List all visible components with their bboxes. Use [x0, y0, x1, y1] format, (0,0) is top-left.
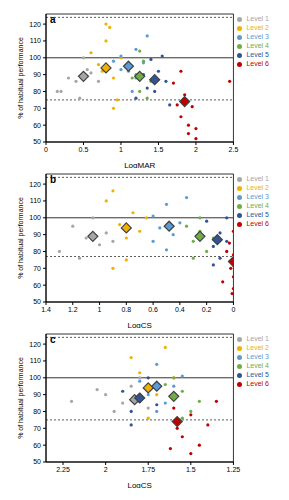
svg-text:% of habitual performance: % of habitual performance	[17, 37, 25, 119]
svg-text:110: 110	[30, 197, 41, 204]
html-text:Level 6: Level 6	[246, 60, 269, 67]
svg-text:0.4: 0.4	[175, 306, 185, 313]
svg-text:50: 50	[33, 458, 41, 465]
svg-text:50: 50	[33, 138, 41, 145]
svg-text:0: 0	[231, 306, 235, 313]
svg-text:60: 60	[33, 442, 41, 449]
html-text:Level 5: Level 5	[246, 51, 269, 58]
html-text:c: c	[50, 334, 56, 345]
svg-text:110: 110	[30, 357, 41, 364]
html-text:Level 1: Level 1	[246, 335, 269, 342]
html-text:Level 4: Level 4	[246, 42, 269, 49]
svg-text:1.75: 1.75	[141, 466, 155, 473]
svg-text:2.25: 2.25	[56, 466, 70, 473]
svg-text:1: 1	[98, 306, 102, 313]
svg-text:70: 70	[33, 105, 41, 112]
svg-text:90: 90	[33, 231, 41, 238]
svg-text:70: 70	[33, 265, 41, 272]
svg-text:100: 100	[29, 54, 41, 61]
svg-text:60: 60	[33, 282, 41, 289]
svg-text:0.6: 0.6	[148, 306, 158, 313]
svg-text:1: 1	[119, 146, 123, 153]
html-text:b: b	[50, 174, 57, 185]
html-text:Level 2: Level 2	[246, 344, 269, 351]
html-text:Level 4: Level 4	[246, 362, 269, 369]
svg-text:120: 120	[29, 21, 41, 28]
svg-text:LogCS: LogCS	[127, 481, 151, 488]
html-text:Level 6: Level 6	[246, 380, 269, 387]
svg-text:2.5: 2.5	[229, 146, 239, 153]
svg-text:LogCS: LogCS	[127, 321, 151, 328]
svg-text:LogMAR: LogMAR	[124, 161, 155, 168]
svg-text:0.8: 0.8	[121, 306, 131, 313]
html-text:Level 3: Level 3	[246, 33, 269, 40]
html-text:Level 3: Level 3	[246, 193, 269, 200]
svg-text:% of habitual performance: % of habitual performance	[17, 357, 25, 439]
html-text:Level 5: Level 5	[246, 371, 269, 378]
svg-text:100: 100	[29, 374, 41, 381]
svg-text:70: 70	[33, 425, 41, 432]
html-text:Level 3: Level 3	[246, 353, 269, 360]
svg-text:1.4: 1.4	[41, 306, 51, 313]
svg-text:% of habitual performance: % of habitual performance	[17, 197, 25, 279]
svg-text:1.2: 1.2	[68, 306, 78, 313]
svg-text:0.2: 0.2	[202, 306, 212, 313]
svg-text:1.25: 1.25	[227, 466, 241, 473]
svg-text:1.5: 1.5	[186, 466, 196, 473]
html-text:a: a	[50, 14, 56, 25]
svg-text:1.5: 1.5	[154, 146, 164, 153]
svg-text:100: 100	[29, 214, 41, 221]
svg-text:0: 0	[44, 146, 48, 153]
html-text:Level 2: Level 2	[246, 184, 269, 191]
html-text:Level 2: Level 2	[246, 24, 269, 31]
svg-text:2: 2	[194, 146, 198, 153]
html-text:Level 1: Level 1	[246, 15, 269, 22]
svg-text:60: 60	[33, 122, 41, 129]
svg-text:120: 120	[29, 181, 41, 188]
svg-text:50: 50	[33, 298, 41, 305]
html-text:Level 6: Level 6	[246, 220, 269, 227]
svg-text:110: 110	[30, 37, 41, 44]
svg-text:90: 90	[33, 391, 41, 398]
svg-text:120: 120	[29, 341, 41, 348]
svg-text:80: 80	[33, 88, 41, 95]
svg-text:80: 80	[33, 408, 41, 415]
html-text:Level 1: Level 1	[246, 175, 269, 182]
html-text:Level 5: Level 5	[246, 211, 269, 218]
svg-text:2: 2	[104, 466, 108, 473]
svg-text:90: 90	[33, 71, 41, 78]
html-text:Level 4: Level 4	[246, 202, 269, 209]
svg-text:80: 80	[33, 248, 41, 255]
svg-text:0.5: 0.5	[79, 146, 89, 153]
